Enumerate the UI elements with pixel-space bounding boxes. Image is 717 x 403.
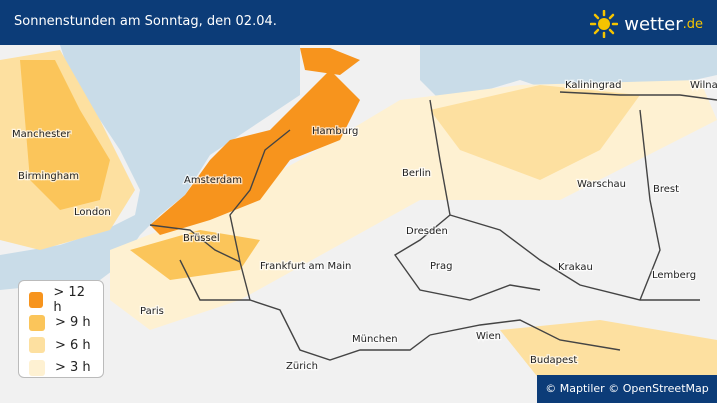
logo-text: wetter [624,13,683,35]
sun-icon [590,10,619,38]
legend-item: > 3 h [29,357,93,380]
attribution: © Maptiler © OpenStreetMap [537,375,717,403]
city-label: Wilna [690,80,717,91]
city-label: München [352,334,398,345]
city-label: Krakau [558,262,593,273]
city-label: Wien [476,331,501,342]
city-label: Prag [430,261,452,272]
logo-suffix: .de [682,16,703,32]
city-label: Dresden [406,226,448,237]
borders [149,91,717,361]
legend-swatch [29,359,45,376]
legend-item: > 6 h [29,334,93,357]
city-label: Zürich [286,361,318,372]
city-label: Warschau [577,179,626,190]
legend: > 12 h > 9 h > 6 h > 3 h [18,280,104,378]
legend-label: > 12 h [53,285,85,316]
legend-swatch [29,337,45,354]
legend-swatch [29,292,44,309]
legend-item: > 9 h [29,312,93,335]
city-label: Paris [140,306,164,317]
city-label: London [74,207,111,218]
legend-label: > 6 h [55,337,91,353]
city-label: Kaliningrad [565,80,621,91]
city-labels: Manchester Birmingham London Amsterdam H… [11,79,717,374]
header: Sonnenstunden am Sonntag, den 02.04. wet… [0,0,717,45]
city-label: Brüssel [183,233,220,244]
city-label: Birmingham [18,171,79,182]
legend-swatch [29,314,45,331]
legend-label: > 3 h [55,360,91,376]
city-label: Lemberg [652,270,696,281]
sunshine-areas [0,48,717,380]
legend-item: > 12 h [29,285,93,315]
city-label: Manchester [12,129,71,140]
legend-label: > 9 h [55,315,91,331]
city-label: Frankfurt am Main [260,261,351,272]
city-label: Amsterdam [184,175,242,186]
city-label: Berlin [402,168,431,179]
city-label: Budapest [530,355,577,366]
title: Sonnenstunden am Sonntag, den 02.04. [14,14,277,29]
city-label: Brest [653,184,679,195]
city-label: Hamburg [312,126,358,137]
logo[interactable]: wetter .de [590,10,703,38]
